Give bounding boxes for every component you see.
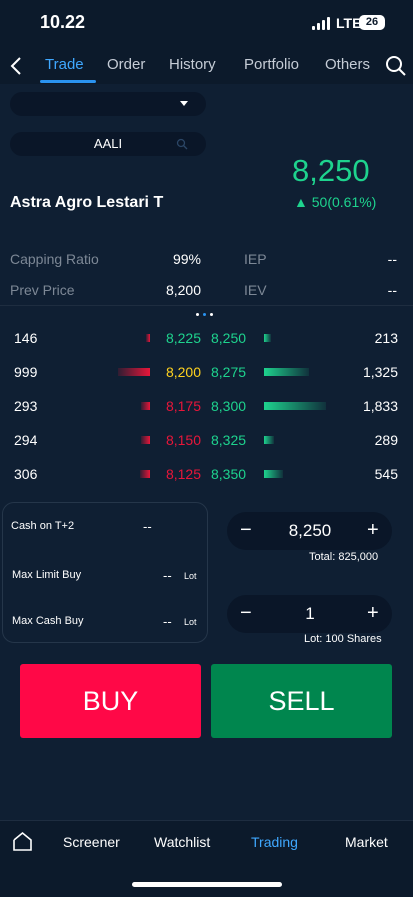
bid-volume-bar [118, 368, 150, 376]
tab-trade[interactable]: Trade [45, 56, 84, 73]
ask-volume-bar [264, 436, 274, 444]
signal-icon [312, 17, 330, 30]
price-input[interactable]: 8,250 [288, 521, 332, 540]
lot-minus-button[interactable]: − [240, 602, 252, 624]
tab-others[interactable]: Others [325, 56, 371, 73]
capping-ratio-label: Capping Ratio [10, 251, 99, 267]
capping-ratio-value: 99% [172, 251, 201, 267]
top-nav [0, 46, 413, 84]
home-icon[interactable] [12, 831, 33, 851]
price-change: ▲ 50(0.61%) [294, 194, 377, 210]
ask-lot: 1,833 [362, 398, 398, 414]
order-total: Total: 825,000 [309, 551, 379, 563]
tab-history[interactable]: History [169, 56, 216, 73]
ask-lot: 289 [374, 432, 398, 448]
stock-code[interactable]: AALI [93, 136, 123, 151]
stock-search-icon[interactable] [176, 138, 188, 150]
section-divider [0, 305, 413, 306]
bid-volume-bar [140, 470, 150, 478]
last-price: 8,250 [292, 153, 370, 188]
cash-label: Cash on T+2 [11, 520, 75, 532]
bid-lot: 293 [14, 398, 38, 414]
prev-price-value: 8,200 [165, 282, 201, 298]
stock-search-field[interactable] [10, 132, 206, 156]
price-minus-button[interactable]: − [240, 519, 252, 541]
ask-lot: 545 [374, 466, 398, 482]
status-bar [0, 0, 413, 46]
lot-info: Lot: 100 Shares [304, 633, 382, 645]
stock-name: Astra Agro Lestari T [10, 194, 164, 211]
tab-order[interactable]: Order [107, 56, 146, 73]
max-limit-value: -- [163, 568, 172, 583]
network-label: LTE [336, 15, 362, 31]
max-cash-value: -- [163, 614, 172, 629]
ask-price: 8,325 [211, 432, 247, 448]
nav-market[interactable]: Market [345, 834, 388, 850]
search-icon[interactable] [385, 55, 407, 77]
lot-input[interactable]: 1 [305, 604, 315, 623]
bid-lot: 306 [14, 466, 38, 482]
sell-button[interactable]: SELL [211, 664, 392, 738]
ask-lot: 213 [374, 330, 398, 346]
active-tab-indicator [40, 80, 96, 83]
bid-price: 8,125 [165, 466, 201, 482]
ask-price: 8,275 [211, 364, 247, 380]
max-limit-unit: Lot [184, 571, 197, 581]
status-time: 10.22 [40, 12, 86, 32]
bid-lot: 146 [14, 330, 38, 346]
battery-icon: 26 [359, 15, 385, 30]
ask-volume-bar [264, 470, 283, 478]
iep-value: -- [387, 251, 397, 267]
nav-watchlist[interactable]: Watchlist [154, 834, 211, 850]
bid-price: 8,225 [165, 330, 201, 346]
bid-lot: 294 [14, 432, 38, 448]
lot-plus-button[interactable]: + [367, 602, 379, 624]
prev-price-label: Prev Price [10, 282, 75, 298]
max-cash-unit: Lot [184, 617, 197, 627]
iev-label: IEV [244, 282, 267, 298]
nav-screener[interactable]: Screener [63, 834, 120, 850]
bid-price: 8,150 [165, 432, 201, 448]
max-limit-label: Max Limit Buy [12, 569, 82, 581]
price-plus-button[interactable]: + [367, 519, 379, 541]
ask-price: 8,300 [211, 398, 247, 414]
bid-price: 8,175 [165, 398, 201, 414]
page-indicator [196, 313, 213, 316]
bid-volume-bar [146, 334, 150, 342]
iep-label: IEP [244, 251, 267, 267]
price-stepper [227, 512, 392, 550]
iev-value: -- [387, 282, 397, 298]
home-indicator [132, 882, 282, 887]
ask-lot: 1,325 [362, 364, 398, 380]
dropdown-caret-icon [180, 101, 188, 106]
bid-volume-bar [141, 402, 150, 410]
max-cash-label: Max Cash Buy [12, 615, 84, 627]
bid-price: 8,200 [165, 364, 201, 380]
buy-button[interactable]: BUY [20, 664, 201, 738]
tab-portfolio[interactable]: Portfolio [244, 56, 300, 73]
account-info-card [2, 502, 208, 643]
lot-stepper [227, 595, 392, 633]
ask-price: 8,350 [211, 466, 247, 482]
bid-lot: 999 [14, 364, 38, 380]
ask-volume-bar [264, 402, 326, 410]
nav-trading[interactable]: Trading [251, 834, 298, 850]
ask-volume-bar [264, 368, 309, 376]
back-arrow-icon[interactable] [8, 56, 24, 76]
ask-volume-bar [264, 334, 271, 342]
account-dropdown[interactable] [10, 92, 206, 116]
bid-volume-bar [141, 436, 150, 444]
ask-price: 8,250 [211, 330, 247, 346]
cash-value: -- [143, 519, 152, 534]
